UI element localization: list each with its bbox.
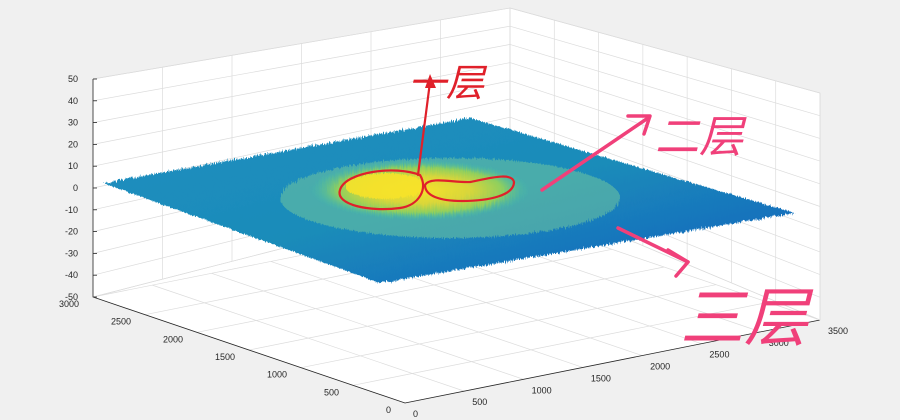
z-grid-line [509, 44, 821, 139]
x-grid-line [152, 284, 465, 392]
z-grid-line [509, 25, 821, 117]
z-tick-label: 10 [68, 161, 78, 171]
red-arrow-head [425, 74, 436, 88]
y-tick-label: 1500 [215, 352, 235, 362]
red-arrow-line [416, 80, 432, 177]
annotation-layer-3: 三层 [680, 282, 814, 356]
z-tick-label: -50 [65, 292, 78, 302]
x-tick-label: 0 [413, 409, 418, 419]
z-tick-label: -30 [65, 248, 78, 258]
y-grid-line [300, 284, 717, 369]
x-tick-label: 3000 [769, 338, 789, 348]
y-tick-label: 1000 [267, 370, 287, 380]
z-tick-label: -10 [65, 205, 78, 215]
red-loop-1 [338, 169, 425, 211]
x-axis-ticks: 0 500 1000 1500 2000 2500 3000 3500 [413, 326, 848, 419]
z-grid-line [509, 80, 821, 185]
z-tick-label: -20 [65, 227, 78, 237]
y-tick-label: 0 [386, 405, 391, 415]
y-tick-label: 2000 [163, 334, 183, 344]
y-tick-label: 3000 [59, 299, 79, 309]
z-grid-line [509, 98, 821, 207]
back-box-edges [92, 7, 821, 320]
pink-arrow-2-head [666, 248, 690, 278]
annotation-layer-1: 一层 [408, 61, 488, 105]
pink-arrow-1-head [626, 114, 652, 136]
surface-top-peak [345, 173, 425, 199]
x-tick-label: 2000 [650, 362, 670, 372]
z-axis-ticks: 50 40 30 20 10 0 -10 -20 -30 -40 -50 [65, 74, 97, 302]
z-tick-label: 0 [73, 183, 78, 193]
y-tick-label: 2500 [111, 317, 131, 327]
z-tick-label: 40 [68, 96, 78, 106]
z-tick-label: 30 [68, 118, 78, 128]
z-grid-line [509, 62, 821, 162]
y-grid-line [196, 248, 613, 333]
y-grid-line [248, 266, 665, 351]
back-right-wall [510, 8, 820, 320]
x-tick-label: 1000 [532, 385, 552, 395]
annotation-layer-2: 二层 [655, 112, 747, 163]
x-tick-label: 2500 [709, 350, 729, 360]
z-tick-label: 50 [68, 74, 78, 84]
z-tick-label: -40 [65, 270, 78, 280]
x-tick-label: 1500 [591, 373, 611, 383]
y-tick-label: 500 [324, 387, 339, 397]
annotations: 一层 二层 三层 [338, 61, 814, 356]
x-tick-label: 500 [472, 397, 487, 407]
y-grid-line [352, 301, 769, 386]
red-loop-2 [423, 175, 516, 203]
x-grid-line [270, 261, 583, 368]
floor [93, 190, 820, 403]
x-grid-line [211, 272, 524, 380]
pink-arrow-1-line [540, 116, 650, 192]
y-axis-ticks: 0 500 1000 1500 2000 2500 3000 [59, 299, 391, 415]
x-tick-label: 3500 [828, 326, 848, 336]
z-tick-label: 20 [68, 139, 78, 149]
